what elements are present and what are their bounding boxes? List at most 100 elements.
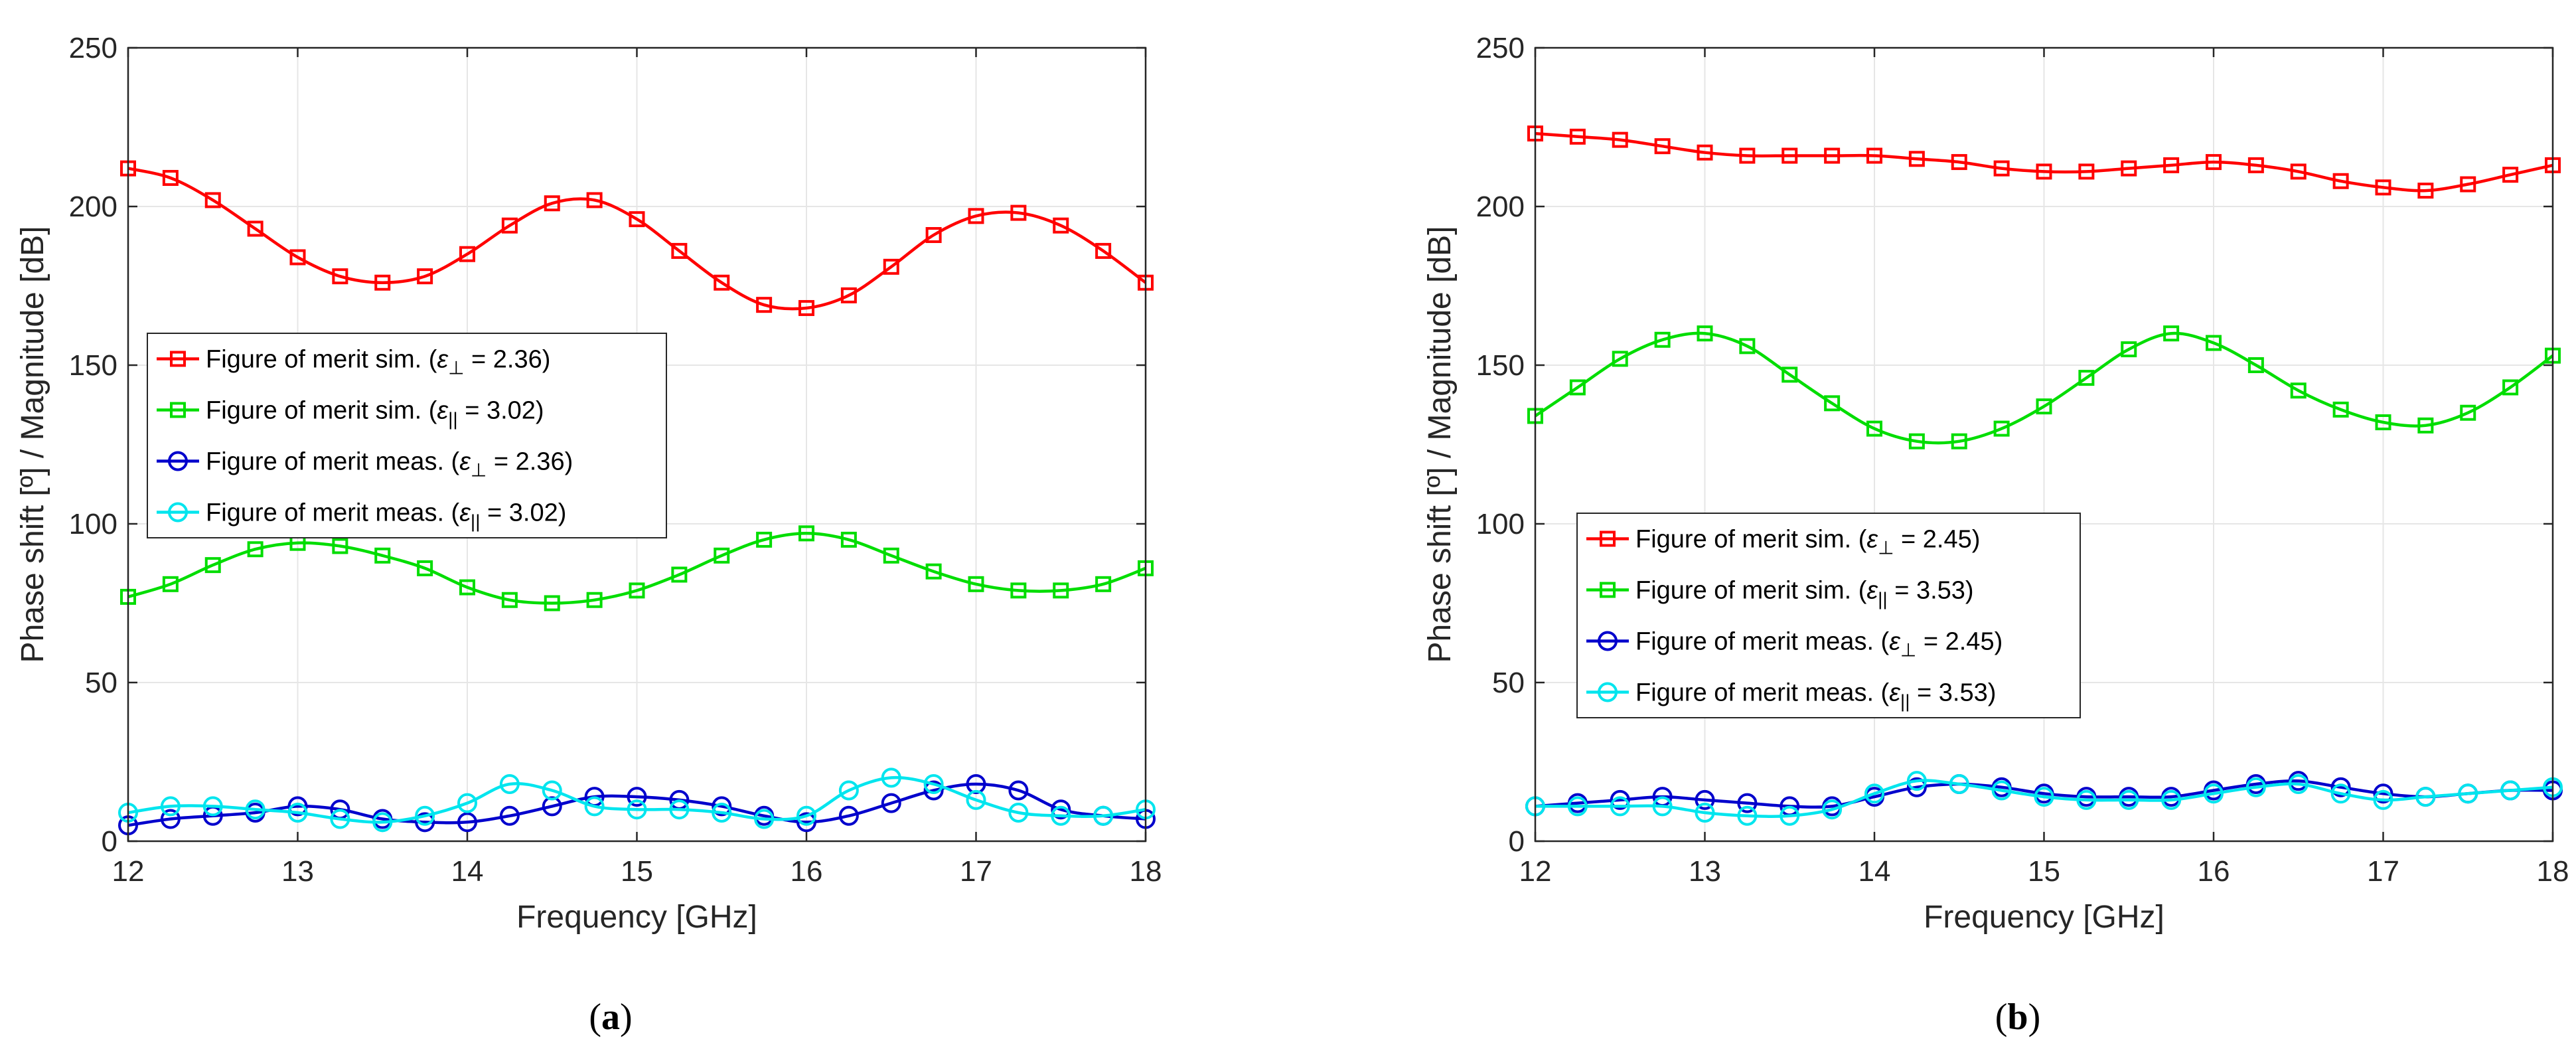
- y-tick-label: 50: [1492, 667, 1525, 699]
- data-point: [756, 531, 773, 548]
- data-point: [1949, 773, 1969, 794]
- data-point: [2373, 789, 2393, 810]
- data-point: [838, 780, 859, 801]
- data-point: [881, 768, 901, 788]
- data-point: [160, 796, 181, 817]
- data-point: [586, 192, 603, 208]
- data-point: [1781, 366, 1798, 383]
- data-point: [2500, 780, 2521, 801]
- data-point: [2036, 163, 2052, 180]
- data-point: [501, 592, 518, 608]
- x-tick-label: 12: [1519, 855, 1552, 888]
- legend-marker: [170, 351, 186, 367]
- data-point: [1095, 242, 1112, 259]
- legend-box: [147, 333, 667, 538]
- data-point: [629, 211, 645, 228]
- data-point: [499, 773, 520, 794]
- data-point: [2036, 398, 2052, 415]
- legend-entry: Figure of merit sim. (ε⊥ = 2.45): [1635, 526, 1980, 558]
- data-point: [968, 576, 984, 592]
- data-point: [2206, 335, 2222, 351]
- data-point: [459, 579, 475, 596]
- data-point: [883, 258, 899, 275]
- legend-a: Figure of merit sim. (ε⊥ = 2.36) Figure o…: [147, 333, 667, 538]
- caption-a: (a): [589, 997, 632, 1038]
- x-axis-label-a: Frequency [GHz]: [516, 900, 757, 935]
- data-point: [798, 525, 814, 542]
- data-point: [2460, 176, 2476, 193]
- data-point: [2121, 160, 2137, 177]
- data-point: [1569, 128, 1586, 145]
- legend-b: Figure of merit sim. (ε⊥ = 2.45) Figure o…: [1576, 513, 2081, 718]
- data-point: [544, 595, 560, 611]
- data-point: [1053, 217, 1069, 234]
- data-point: [289, 249, 306, 266]
- data-point: [714, 547, 730, 564]
- legend-marker: [1600, 582, 1616, 598]
- data-point: [2078, 370, 2095, 386]
- legend-entry: Figure of merit meas. (ε⊥ = 2.45): [1635, 628, 2003, 661]
- data-point: [245, 799, 265, 820]
- data-point: [457, 812, 477, 833]
- x-tick-label: 14: [451, 855, 484, 888]
- data-point: [2417, 183, 2434, 199]
- data-point: [1906, 771, 1927, 791]
- series-line: [1534, 331, 2554, 445]
- data-point: [2204, 783, 2224, 804]
- data-point: [1739, 338, 1756, 355]
- data-point: [671, 242, 688, 259]
- data-point: [586, 592, 603, 608]
- data-point: [2375, 414, 2391, 431]
- series-line: [127, 775, 1146, 824]
- y-tick-label: 200: [1476, 191, 1525, 223]
- x-tick-label: 17: [960, 855, 992, 888]
- data-point: [2375, 179, 2391, 196]
- data-point: [417, 268, 433, 285]
- data-point: [247, 220, 264, 237]
- data-point: [712, 796, 732, 817]
- data-point: [417, 560, 433, 576]
- data-point: [162, 576, 179, 592]
- data-point: [2502, 379, 2519, 396]
- data-point: [712, 802, 732, 823]
- data-point: [627, 799, 647, 820]
- data-point: [1866, 147, 1882, 164]
- series-line: [127, 532, 1146, 605]
- y-tick-label: 100: [1476, 508, 1525, 540]
- data-point: [925, 227, 942, 244]
- data-point: [2332, 173, 2349, 189]
- data-point: [925, 563, 942, 580]
- ticks-b: 12 13 14 15 16 17 18 0 50 100 150 200 250: [1476, 32, 2569, 888]
- data-point: [2460, 404, 2476, 421]
- data-point: [1697, 144, 1713, 161]
- data-point: [372, 812, 393, 833]
- data-point: [840, 531, 857, 548]
- data-point: [160, 809, 181, 829]
- data-point: [2332, 401, 2349, 418]
- data-point: [1737, 793, 1758, 813]
- data-point: [1051, 805, 1071, 826]
- data-point: [923, 780, 944, 801]
- data-point: [330, 809, 350, 829]
- y-tick-label: 150: [1476, 349, 1525, 382]
- data-point: [1654, 331, 1671, 348]
- series-line: [127, 782, 1146, 827]
- data-point: [1951, 154, 1967, 171]
- data-point: [629, 582, 645, 599]
- data-point: [202, 796, 223, 817]
- legend-entry: Figure of merit meas. (ε|| = 3.53): [1635, 679, 1996, 712]
- series-a: [118, 160, 1156, 836]
- data-point: [1612, 351, 1628, 367]
- x-tick-label: 17: [2367, 855, 2399, 888]
- data-point: [499, 805, 520, 826]
- data-point: [966, 773, 986, 794]
- data-point: [2161, 789, 2182, 810]
- data-point: [459, 246, 475, 262]
- data-point: [162, 169, 179, 186]
- data-point: [1824, 147, 1841, 164]
- grid-b: [1535, 47, 2553, 842]
- data-point: [457, 793, 477, 813]
- data-point: [1093, 805, 1114, 826]
- y-axis-label-a: Phase shift [º] / Magnitude [dB]: [15, 226, 50, 663]
